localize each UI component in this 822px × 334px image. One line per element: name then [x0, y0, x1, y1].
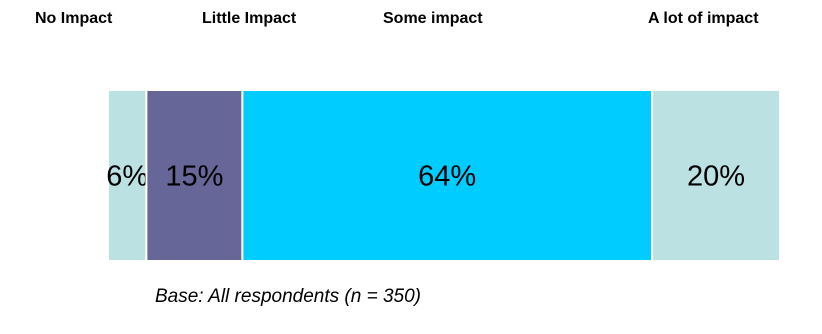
value-label-no-impact: 6%: [106, 161, 148, 193]
bar-segment-some-impact: [241, 89, 653, 262]
category-label-little-impact: Little Impact: [202, 10, 297, 27]
bar-segment-a-lot-of-impact: [651, 89, 781, 262]
bar-segment-little-impact: [145, 89, 244, 262]
base-footnote: Base: All respondents (n = 350): [155, 286, 421, 307]
category-label-a-lot-of-impact: A lot of impact: [648, 10, 759, 27]
value-label-a-lot-of-impact: 20%: [687, 161, 745, 193]
category-label-some-impact: Some impact: [383, 10, 483, 27]
value-label-some-impact: 64%: [418, 161, 476, 193]
category-label-no-impact: No Impact: [35, 10, 113, 27]
value-label-little-impact: 15%: [165, 161, 223, 193]
